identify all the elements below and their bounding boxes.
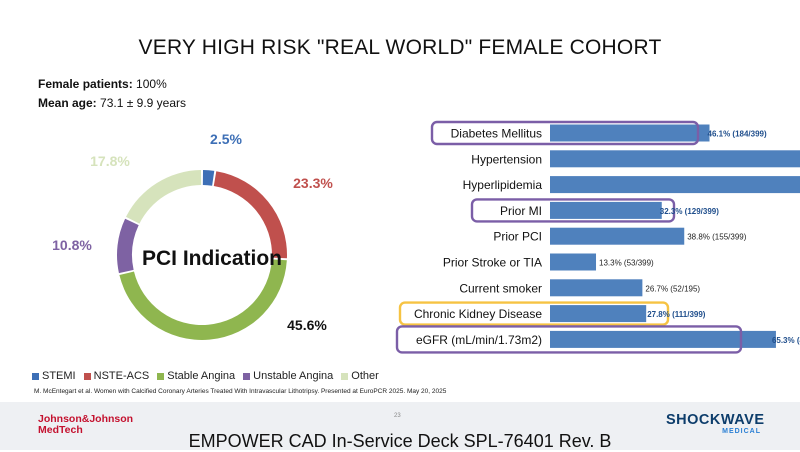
bar-hyperlipidemia xyxy=(550,176,800,194)
deck-footer-text: EMPOWER CAD In-Service Deck SPL-76401 Re… xyxy=(188,431,612,451)
bar-category-prior-stroke-or-tia: Prior Stroke or TIA xyxy=(443,256,542,270)
legend-label: Stable Angina xyxy=(167,370,236,382)
donut-center-title: PCI Indication xyxy=(142,247,282,270)
bar-value-prior-mi: 32.3% (129/399) xyxy=(660,207,719,216)
jnj-logo-line2: MedTech xyxy=(38,424,83,436)
bar-value-prior-stroke-or-tia: 13.3% (53/399) xyxy=(599,259,654,268)
donut-slice-unstable-angina xyxy=(117,218,139,274)
stat-female-value: 100% xyxy=(136,77,167,91)
legend-item-nste-acs: NSTE-ACS xyxy=(83,370,150,382)
page-number: 23 xyxy=(394,413,401,419)
jnj-medtech-logo: Johnson&Johnson MedTech xyxy=(38,414,133,436)
legend-swatch xyxy=(157,372,165,380)
donut-slice-nste-acs xyxy=(213,171,287,259)
highlight-box-chronic-kidney-disease xyxy=(398,301,670,326)
donut-label-nste-acs: 23.3% xyxy=(293,175,333,191)
bar-category-hyperlipidemia: Hyperlipidemia xyxy=(463,178,543,192)
legend-item-stable-angina: Stable Angina xyxy=(157,370,235,382)
donut-label-unstable-angina: 10.8% xyxy=(52,237,92,253)
pci-indication-donut-chart: 2.5% 23.3% 45.6% 10.8% 17.8% PCI Indication xyxy=(52,131,333,340)
legend-swatch xyxy=(341,372,349,380)
legend-item-other: Other xyxy=(341,370,379,382)
legend-item-stemi: STEMI xyxy=(32,370,76,382)
bar-hypertension xyxy=(550,150,800,168)
risk-factor-bar-chart: Diabetes Mellitus Hypertension Hyperlipide… xyxy=(395,120,800,354)
donut-label-stemi: 2.5% xyxy=(210,131,242,147)
donut-slice-other xyxy=(126,170,202,224)
bar-egfr-ml-min-1-73m2 xyxy=(550,330,776,348)
bar-chronic-kidney-disease xyxy=(550,305,647,323)
donut-label-other: 17.8% xyxy=(90,153,130,169)
donut-legend: STEMI NSTE-ACS Stable Angina Unstable Angin… xyxy=(32,370,379,382)
bar-value-diabetes-mellitus: 46.1% (184/399) xyxy=(708,130,767,139)
donut-label-stable-angina: 45.6% xyxy=(287,317,327,333)
legend-item-unstable-angina: Unstable Angina xyxy=(243,370,333,382)
bar-value-egfr-ml-min-1-73m2: 65.3% (44.1, 84.3) xyxy=(772,336,800,345)
bar-value-current-smoker: 26.7% (52/195) xyxy=(645,284,700,293)
stat-age-value: 73.1 ± 9.9 years xyxy=(100,96,186,110)
highlight-box-prior-mi xyxy=(470,198,676,223)
bar-prior-stroke-or-tia xyxy=(550,253,597,271)
legend-label: Other xyxy=(351,370,379,382)
footer-band xyxy=(0,402,800,450)
donut-slice-stable-angina xyxy=(119,259,287,340)
legend-swatch xyxy=(243,372,251,380)
donut-slice-stemi xyxy=(202,170,215,186)
bar-category-chronic-kidney-disease: Chronic Kidney Disease xyxy=(414,307,542,321)
bar-diabetes-mellitus xyxy=(550,124,710,142)
bar-value-prior-pci: 38.8% (155/399) xyxy=(687,233,746,242)
shockwave-medical-logo: SHOCKWAVE MEDICAL xyxy=(666,412,765,435)
bar-current-smoker xyxy=(550,279,643,297)
stat-female-label: Female patients: xyxy=(38,77,133,91)
highlight-box-diabetes-mellitus xyxy=(430,120,700,146)
shockwave-logo-sub: MEDICAL xyxy=(722,428,761,435)
legend-label: STEMI xyxy=(42,370,76,382)
legend-label: NSTE-ACS xyxy=(93,370,150,382)
stat-female-patients: Female patients: 100% xyxy=(38,77,167,91)
stat-mean-age: Mean age: 73.1 ± 9.9 years xyxy=(38,96,186,110)
shockwave-logo-word: SHOCKWAVE xyxy=(666,412,765,428)
bar-category-current-smoker: Current smoker xyxy=(459,281,542,295)
bar-value-chronic-kidney-disease: 27.8% (111/399) xyxy=(647,310,706,319)
jnj-logo-line1: Johnson&Johnson xyxy=(38,413,134,425)
bar-prior-mi xyxy=(550,201,662,219)
highlight-box-egfr-ml-min-1-73m2 xyxy=(395,325,743,354)
bar-category-egfr-ml-min-1-73m2: eGFR (mL/min/1.73m2) xyxy=(416,333,542,347)
stat-age-label: Mean age: xyxy=(38,96,97,110)
bar-category-prior-mi: Prior MI xyxy=(500,204,542,218)
slide-title: VERY HIGH RISK "REAL WORLD" FEMALE COHOR… xyxy=(138,36,662,59)
bar-category-diabetes-mellitus: Diabetes Mellitus xyxy=(451,127,542,141)
legend-swatch xyxy=(83,372,91,380)
bar-category-prior-pci: Prior PCI xyxy=(493,230,542,244)
bar-prior-pci xyxy=(550,227,685,245)
legend-label: Unstable Angina xyxy=(253,370,334,382)
legend-swatch xyxy=(32,372,39,380)
citation: M. McEntegart et al. Women with Calcifie… xyxy=(34,388,447,395)
bar-category-hypertension: Hypertension xyxy=(471,152,542,166)
